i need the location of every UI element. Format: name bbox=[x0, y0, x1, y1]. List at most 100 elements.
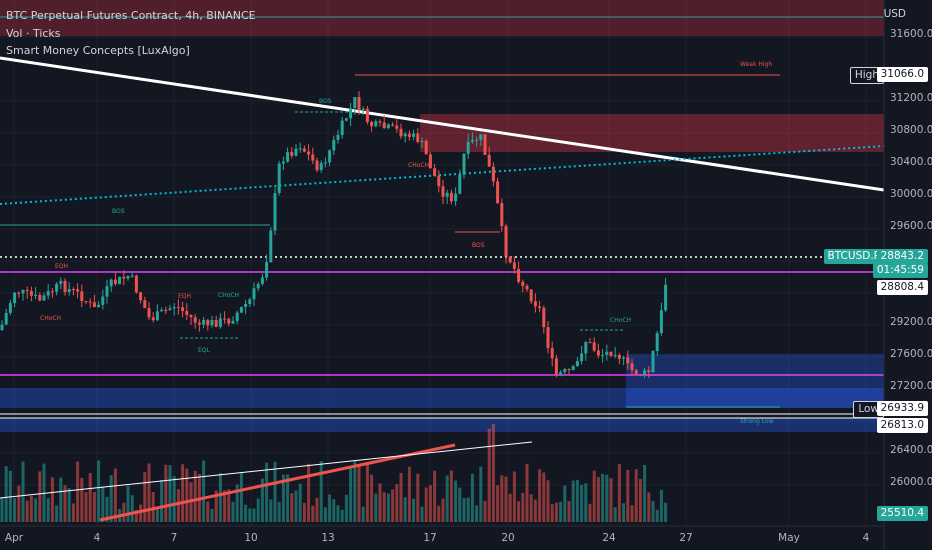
candle-body bbox=[281, 161, 285, 164]
eql-label: EQL bbox=[198, 347, 211, 354]
candle-body bbox=[147, 308, 151, 318]
price-axis[interactable]: 31600.0 31200.0 30800.0 30400.0 30000.0 … bbox=[890, 28, 932, 488]
volume-bar bbox=[412, 498, 416, 522]
demand-zone-lower bbox=[0, 388, 884, 408]
candle-body bbox=[475, 139, 479, 141]
smc-indicator-label[interactable]: Smart Money Concepts [LuxAlgo] bbox=[6, 44, 190, 57]
candle-body bbox=[382, 122, 386, 129]
time-tick: 17 bbox=[423, 532, 436, 544]
candle-body bbox=[113, 279, 117, 284]
volume-bar bbox=[353, 460, 357, 522]
supply-zone-top bbox=[0, 0, 884, 36]
volume-bar bbox=[328, 494, 332, 522]
candle-body bbox=[622, 357, 626, 359]
volume-bar bbox=[227, 489, 231, 522]
candle-body bbox=[559, 372, 563, 375]
candle-body bbox=[458, 174, 462, 194]
candle-body bbox=[311, 154, 315, 161]
candle-body bbox=[197, 322, 201, 325]
candle-body bbox=[449, 192, 453, 202]
demand-zone-right bbox=[626, 354, 884, 408]
volume-bar bbox=[357, 464, 361, 522]
volume-trendline-red bbox=[99, 443, 456, 522]
volume-bar bbox=[512, 471, 516, 522]
volume-bar bbox=[521, 492, 525, 522]
time-tick: Apr bbox=[5, 532, 24, 544]
volume-bar bbox=[407, 466, 411, 522]
volume-bar bbox=[92, 492, 96, 522]
price-tick: 29600.0 bbox=[890, 220, 932, 232]
candle-body bbox=[470, 140, 474, 142]
candle-body bbox=[88, 301, 92, 303]
time-tick: 13 bbox=[321, 532, 334, 544]
candle-body bbox=[92, 302, 96, 308]
volume-bar bbox=[433, 470, 437, 522]
candle-body bbox=[437, 175, 441, 187]
time-tick: 10 bbox=[244, 532, 257, 544]
weak-high-label: Weak High bbox=[740, 61, 772, 68]
candle-body bbox=[454, 193, 458, 202]
candle-body bbox=[630, 363, 634, 371]
volume-bar bbox=[428, 485, 432, 522]
volume-bar bbox=[395, 484, 399, 522]
candle-body bbox=[17, 292, 21, 294]
volume-bar bbox=[50, 477, 54, 522]
volume-bar bbox=[374, 493, 378, 522]
candle-body bbox=[651, 351, 655, 373]
candle-body bbox=[126, 275, 130, 279]
candle-body bbox=[580, 353, 584, 362]
volume-bar bbox=[88, 473, 92, 522]
currency-label[interactable]: USD bbox=[883, 8, 906, 20]
candle-body bbox=[638, 374, 642, 376]
volume-bar bbox=[462, 498, 466, 522]
volume-indicator-label[interactable]: Vol · Ticks bbox=[6, 27, 61, 40]
time-tick: 27 bbox=[679, 532, 692, 544]
candle-body bbox=[227, 318, 231, 324]
volume-bar bbox=[445, 475, 449, 522]
volume-bar bbox=[550, 504, 554, 522]
candle-body bbox=[71, 288, 75, 290]
candle-body bbox=[239, 306, 243, 313]
volume-bar bbox=[42, 463, 46, 522]
candle-body bbox=[214, 320, 218, 327]
volume-bar bbox=[420, 506, 424, 522]
price-tick: 30400.0 bbox=[890, 156, 932, 168]
candle-body bbox=[21, 289, 25, 294]
bar-countdown: 01:45:59 bbox=[872, 263, 928, 278]
volume-bar bbox=[151, 492, 155, 522]
candle-body bbox=[76, 289, 80, 292]
volume-bar bbox=[525, 463, 529, 522]
candle-body bbox=[466, 141, 470, 154]
supply-zone-mid bbox=[420, 114, 884, 152]
candle-body bbox=[626, 357, 630, 364]
volume-bar bbox=[609, 478, 613, 522]
volume-bar bbox=[458, 487, 462, 522]
volume-bar bbox=[424, 487, 428, 522]
volume-bar bbox=[496, 485, 500, 522]
choch-label-1: CHoCH bbox=[40, 315, 61, 322]
bos-label-2: BOS bbox=[319, 98, 332, 105]
volume-bar bbox=[17, 485, 21, 522]
bos-label-3: BOS bbox=[472, 242, 485, 249]
volume-bar bbox=[252, 508, 256, 522]
volume-bar bbox=[260, 478, 264, 522]
volume-bar bbox=[143, 472, 147, 522]
white-trendline[interactable] bbox=[0, 56, 885, 192]
candle-body bbox=[160, 309, 164, 312]
candle-body bbox=[164, 309, 168, 311]
candle-body bbox=[487, 154, 491, 167]
volume-bar bbox=[34, 498, 38, 522]
candle-body bbox=[584, 342, 588, 354]
price-tick: 30800.0 bbox=[890, 124, 932, 136]
candle-body bbox=[122, 276, 126, 279]
candle-body bbox=[4, 312, 8, 325]
symbol-title[interactable]: BTC Perpetual Futures Contract, 4h, BINA… bbox=[6, 9, 256, 22]
volume-bar bbox=[244, 504, 248, 522]
volume-bar bbox=[315, 497, 319, 522]
volume-bar bbox=[500, 475, 504, 522]
volume-bar bbox=[147, 463, 151, 522]
time-axis[interactable]: Apr 4 7 10 13 17 20 24 27 May 4 bbox=[5, 532, 870, 544]
volume-bar bbox=[172, 476, 176, 522]
candle-body bbox=[206, 319, 210, 326]
